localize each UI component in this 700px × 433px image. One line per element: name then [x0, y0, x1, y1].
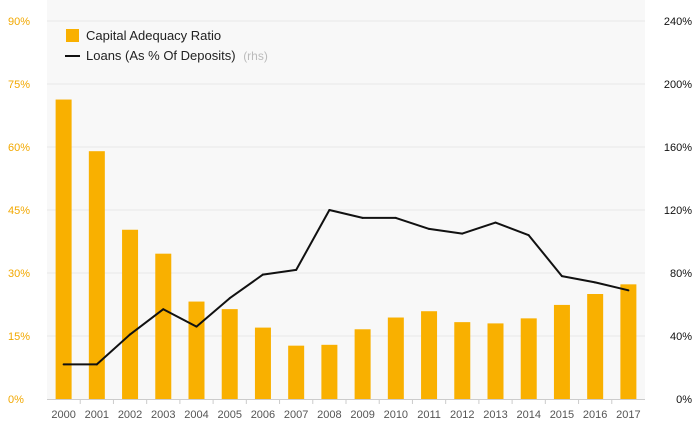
- bar: [454, 322, 471, 399]
- legend-bar-label: Capital Adequacy Ratio: [86, 28, 221, 43]
- line-point: [95, 363, 98, 366]
- right-axis-tick-label: 80%: [670, 268, 692, 280]
- line-point: [162, 308, 165, 311]
- bar: [587, 294, 604, 399]
- line-point: [228, 297, 231, 300]
- x-axis-tick-label: 2013: [483, 409, 507, 421]
- right-axis-tick-label: 120%: [664, 205, 692, 217]
- line-point: [195, 325, 198, 328]
- bar: [122, 229, 139, 399]
- x-axis-tick-label: 2008: [317, 409, 341, 421]
- x-axis-tick-label: 2001: [85, 409, 109, 421]
- left-axis-tick-label: 45%: [8, 205, 30, 217]
- line-point: [328, 209, 331, 211]
- gridlines: [47, 20, 645, 337]
- line-point: [594, 281, 597, 284]
- line-point: [261, 273, 264, 276]
- left-axis-tick-label: 30%: [8, 268, 30, 280]
- x-axis-tick-label: 2007: [284, 409, 308, 421]
- line-series: [62, 209, 630, 366]
- line-point: [627, 289, 630, 292]
- right-axis-tick-label: 240%: [664, 16, 692, 28]
- x-axis-tick-label: 2011: [417, 409, 441, 421]
- right-axis-tick-label: 160%: [664, 142, 692, 154]
- legend-line-label: Loans (As % Of Deposits) (rhs): [86, 48, 268, 63]
- left-axis-tick-label: 0%: [8, 394, 24, 406]
- x-axis-tick-label: 2015: [550, 409, 574, 421]
- right-axis-tick-label: 0%: [676, 394, 692, 406]
- x-axis-tick-label: 2017: [616, 409, 640, 421]
- series-line: [63, 209, 629, 366]
- bar: [188, 301, 205, 399]
- left-axis-tick-label: 75%: [8, 79, 30, 91]
- bar: [55, 99, 72, 399]
- line-point: [361, 216, 364, 219]
- bar: [553, 304, 570, 399]
- bar: [354, 329, 371, 399]
- bar: [321, 344, 338, 399]
- bar: [387, 317, 404, 399]
- bar: [254, 327, 271, 399]
- x-axis-tick-label: 2000: [51, 409, 75, 421]
- left-axis-tick-label: 90%: [8, 16, 30, 28]
- x-axis-tick-label: 2002: [118, 409, 142, 421]
- x-axis-tick-label: 2010: [384, 409, 408, 421]
- legend-line-note: (rhs): [243, 49, 268, 63]
- line-point: [295, 268, 298, 271]
- line-point: [394, 216, 397, 219]
- line-point: [129, 333, 132, 336]
- bar: [421, 311, 438, 399]
- line-point: [527, 234, 530, 237]
- line-point: [428, 227, 431, 230]
- bar: [88, 151, 105, 399]
- bar: [487, 323, 504, 399]
- legend: Capital Adequacy Ratio Loans (As % Of De…: [65, 28, 268, 63]
- line-point: [461, 232, 464, 235]
- x-axis-tick-label: 2004: [184, 409, 208, 421]
- line-point: [62, 363, 65, 366]
- bar-series: [55, 99, 637, 399]
- bar: [221, 309, 238, 399]
- bar: [520, 318, 537, 399]
- x-axis-tick-label: 2006: [251, 409, 275, 421]
- x-axis-tick-label: 2016: [583, 409, 607, 421]
- bar: [288, 345, 305, 399]
- right-axis-tick-label: 40%: [670, 331, 692, 343]
- right-axis-tick-label: 200%: [664, 79, 692, 91]
- line-point: [494, 221, 497, 224]
- x-axis-tick-label: 2003: [151, 409, 175, 421]
- legend-line-name: Loans (As % Of Deposits): [86, 48, 236, 63]
- legend-bar-swatch: [66, 29, 79, 42]
- bar: [155, 253, 172, 399]
- x-axis-tick-label: 2009: [350, 409, 374, 421]
- x-axis-tick-label: 2005: [217, 409, 241, 421]
- axes: 0% 0% 15% 40% 30% 80% 45% 120% 60% 160% 75% 200% 90%…: [8, 16, 692, 421]
- x-axis-tick-label: 2014: [516, 409, 540, 421]
- plot-background: [47, 0, 645, 399]
- left-axis-tick-label: 60%: [8, 142, 30, 154]
- x-axis-tick-label: 2012: [450, 409, 474, 421]
- left-axis-tick-label: 15%: [8, 331, 30, 343]
- bar: [620, 284, 637, 399]
- line-point: [560, 275, 563, 278]
